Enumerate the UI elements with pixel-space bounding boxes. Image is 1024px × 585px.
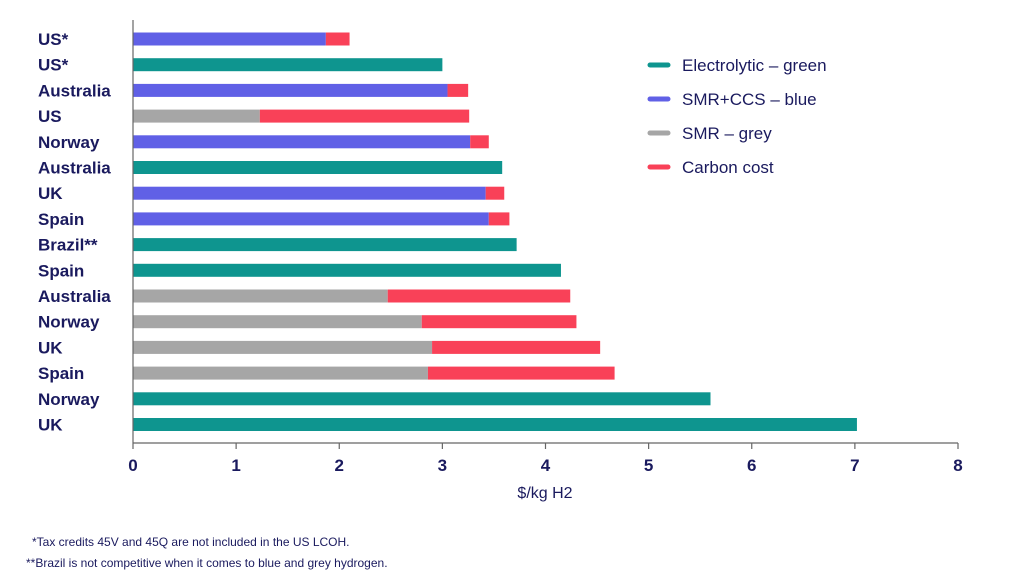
category-label: US*	[38, 30, 69, 49]
bar-electrolytic-green-8	[133, 238, 517, 252]
category-labels: US* US* Australia US Norway Australia UK Spain B…	[38, 30, 111, 435]
bar-smr-ccs-blue-0	[133, 32, 326, 46]
category-label: UK	[38, 338, 63, 357]
category-label: Spain	[38, 261, 84, 280]
category-label: Brazil**	[38, 236, 98, 255]
x-tick-label: 3	[438, 456, 447, 475]
bar-smr-grey-12	[133, 340, 433, 354]
category-label: US	[38, 107, 62, 126]
bar-electrolytic-green-9	[133, 263, 561, 277]
legend-label-carbon-cost: Carbon cost	[682, 158, 774, 177]
bar-carbon-cost-3	[259, 109, 470, 123]
category-label: US*	[38, 56, 69, 75]
x-tick-label: 0	[128, 456, 137, 475]
footnote-brazil: **Brazil is not competitive when it come…	[26, 556, 388, 570]
category-label: Norway	[38, 133, 100, 152]
x-tick-label: 6	[747, 456, 756, 475]
bar-electrolytic-green-1	[133, 58, 443, 72]
bar-smr-grey-11	[133, 315, 422, 329]
bar-smr-grey-3	[133, 109, 260, 123]
bar-smr-grey-10	[133, 289, 388, 303]
x-tick-label: 7	[850, 456, 859, 475]
x-tick-label: 1	[231, 456, 240, 475]
bar-carbon-cost-6	[485, 186, 505, 200]
bar-smr-ccs-blue-2	[133, 83, 448, 97]
category-label: Norway	[38, 313, 100, 332]
bar-carbon-cost-2	[447, 83, 469, 97]
bar-smr-grey-13	[133, 366, 428, 380]
x-tick-label: 8	[953, 456, 962, 475]
category-label: UK	[38, 184, 63, 203]
category-label: Norway	[38, 390, 100, 409]
bar-carbon-cost-11	[421, 315, 577, 329]
category-label: UK	[38, 416, 63, 435]
category-label: Spain	[38, 210, 84, 229]
legend-label-electrolytic-green: Electrolytic – green	[682, 56, 827, 75]
x-axis-title: $/kg H2	[517, 485, 572, 502]
bar-electrolytic-green-5	[133, 161, 503, 174]
bar-electrolytic-green-15	[133, 418, 857, 431]
category-label: Australia	[38, 159, 111, 178]
bar-smr-ccs-blue-7	[133, 212, 489, 226]
bar-smr-ccs-blue-6	[133, 186, 486, 200]
legend: Electrolytic – green SMR+CCS – blue SMR – …	[647, 56, 827, 177]
x-tick-label: 4	[541, 456, 551, 475]
bar-carbon-cost-0	[325, 32, 350, 46]
bar-carbon-cost-4	[470, 135, 489, 149]
legend-label-smr-ccs-blue: SMR+CCS – blue	[682, 90, 817, 109]
legend-label-smr-grey: SMR – grey	[682, 124, 772, 143]
category-label: Australia	[38, 81, 111, 100]
category-label: Australia	[38, 287, 111, 306]
x-ticks: 0 1 2 3 4 5 6 7 8	[128, 443, 963, 475]
x-tick-label: 2	[335, 456, 344, 475]
bar-carbon-cost-12	[432, 340, 601, 354]
bar-electrolytic-green-14	[133, 392, 711, 406]
x-tick-label: 5	[644, 456, 653, 475]
bar-smr-ccs-blue-4	[133, 135, 471, 149]
bar-carbon-cost-10	[387, 289, 571, 303]
footnote-tax-credits: *Tax credits 45V and 45Q are not include…	[32, 535, 350, 549]
bar-carbon-cost-7	[488, 212, 510, 226]
category-label: Spain	[38, 364, 84, 383]
bar-carbon-cost-13	[427, 366, 615, 380]
bar-group	[133, 32, 857, 431]
